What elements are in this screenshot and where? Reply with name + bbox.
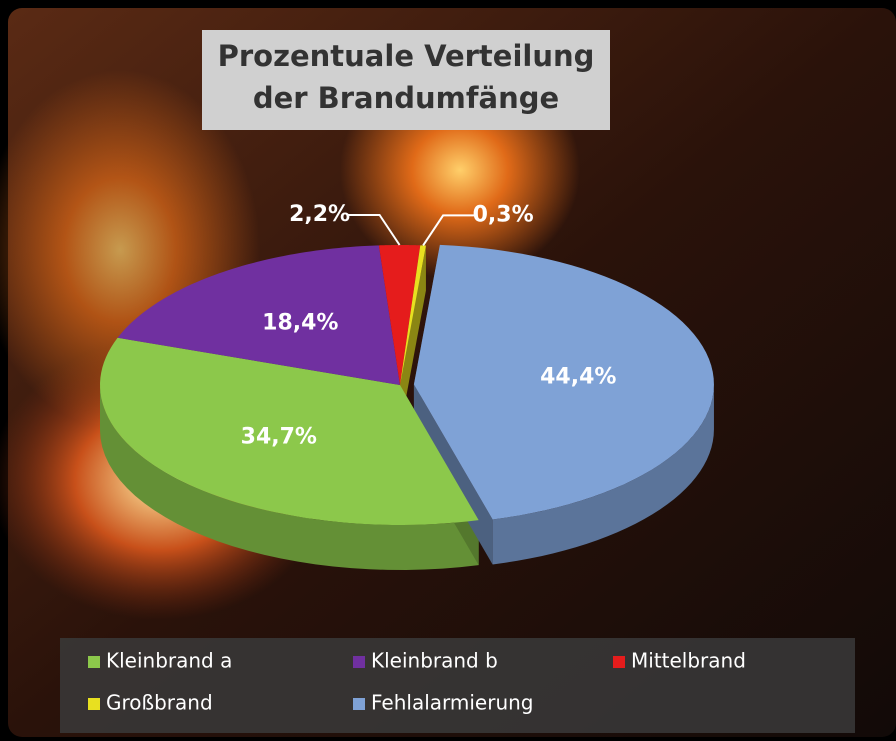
pie: 34,7% 18,4% 2,2% 0,3% 44,4%	[100, 202, 714, 570]
value-label: 44,4%	[540, 365, 616, 390]
legend: Kleinbrand a Kleinbrand b Mittelbrand Großb…	[88, 649, 746, 715]
value-label: 18,4%	[262, 311, 338, 336]
legend-swatch	[88, 656, 100, 668]
slice-side	[400, 245, 426, 430]
value-label: 2,2%	[289, 202, 350, 227]
slice-side	[492, 384, 714, 565]
legend-label: Kleinbrand a	[106, 649, 232, 673]
leader-line	[347, 214, 401, 246]
legend-swatch	[613, 656, 625, 668]
legend-label: Großbrand	[106, 691, 213, 715]
chart-title: der Brandumfänge	[253, 81, 559, 115]
leader-line	[422, 214, 476, 246]
value-label: 34,7%	[241, 424, 317, 449]
title-box	[202, 30, 610, 130]
legend-swatch	[88, 698, 100, 710]
slice-side	[100, 385, 479, 570]
value-label: 0,3%	[473, 202, 534, 227]
slice	[378, 245, 421, 385]
legend-label: Kleinbrand b	[371, 649, 498, 673]
legend-swatch	[353, 656, 365, 668]
slice	[117, 245, 401, 385]
legend-box	[60, 638, 855, 733]
slice	[413, 244, 714, 520]
legend-swatch	[353, 698, 365, 710]
slice	[100, 337, 479, 525]
slice	[400, 245, 426, 385]
chart-title: Prozentuale Verteilung	[218, 39, 595, 73]
legend-label: Fehlalarmierung	[371, 691, 534, 715]
legend-label: Mittelbrand	[631, 649, 746, 673]
